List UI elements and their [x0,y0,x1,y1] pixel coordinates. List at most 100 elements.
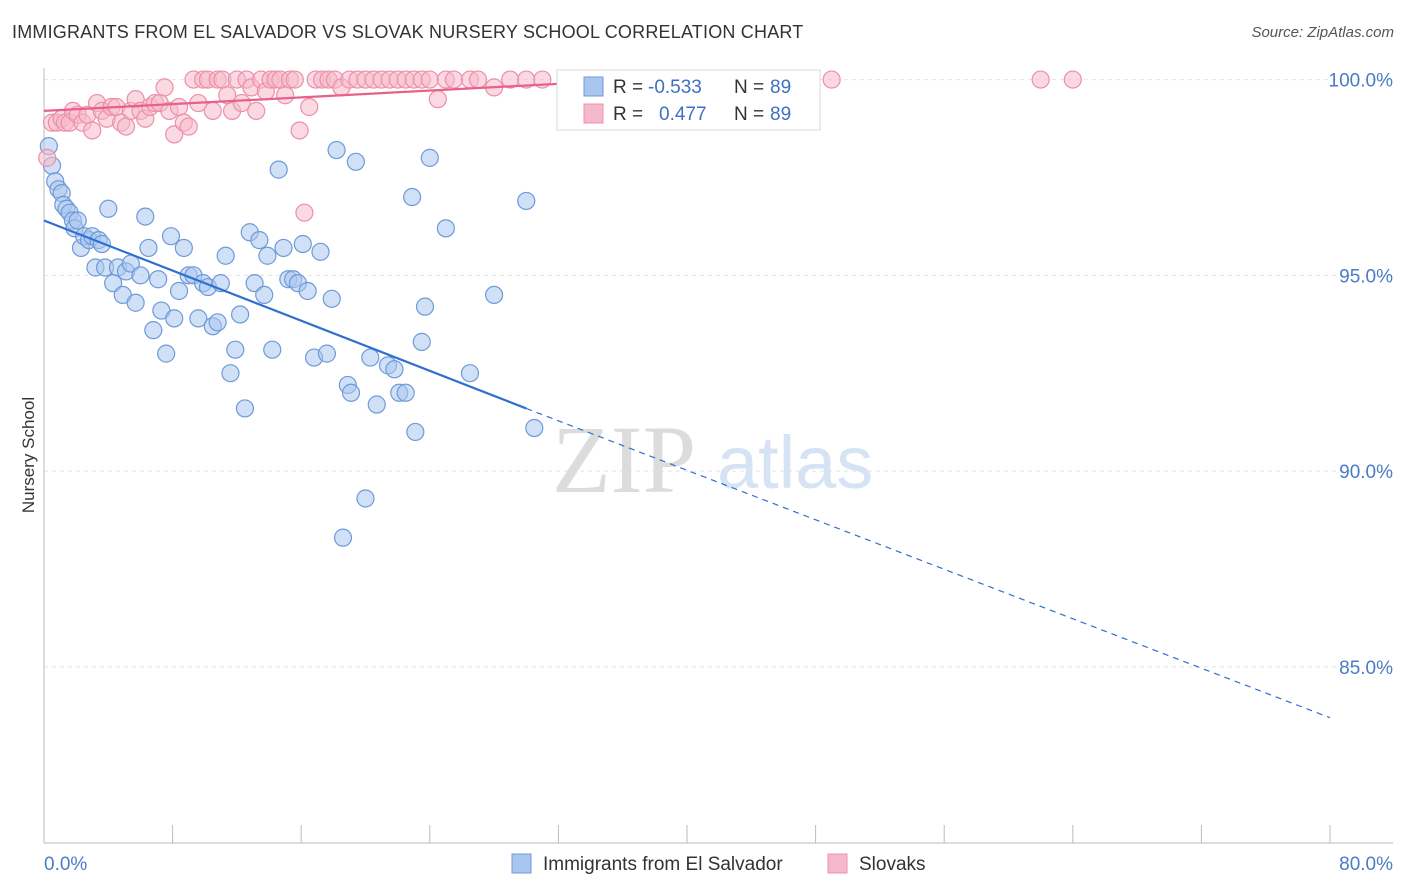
y-tick-label: 95.0% [1339,266,1393,287]
series-label-slovaks: Slovaks [859,854,926,875]
el-salvador-trend-extension [526,407,1331,719]
el-salvador-point [322,289,341,308]
el-salvador-point [216,246,235,265]
slovaks-point [420,70,439,89]
slovaks-point [232,93,251,113]
slovaks-point [276,86,295,105]
legend-r-value-2: 0.477 [659,104,707,125]
trend-layer [43,78,1331,719]
el-salvador-point [99,199,118,218]
watermark-zip: ZIP [552,406,696,513]
legend-swatch-pink [583,103,604,124]
el-salvador-point [356,489,375,508]
el-salvador-point [396,383,415,402]
el-salvador-point [269,160,288,179]
el-salvador-point [517,191,536,211]
el-salvador-point [403,187,422,207]
source-label: Source: ZipAtlas.com [1251,24,1394,41]
el-salvador-trend-line [43,219,527,410]
y-tick-label: 90.0% [1339,462,1393,483]
el-salvador-point [333,528,353,547]
y-tick-label: 100.0% [1329,71,1394,92]
el-salvador-point [258,246,277,265]
series-swatch-el-salvador [511,853,532,874]
slovaks-point [444,70,464,89]
el-salvador-point [136,207,155,226]
el-salvador-point [174,238,193,258]
el-salvador-point [149,270,168,289]
el-salvador-point [525,418,544,438]
el-salvador-point [189,309,208,328]
chart-title: IMMIGRANTS FROM EL SALVADOR VS SLOVAK NU… [12,22,804,42]
slovaks-point [1031,70,1050,89]
slovaks-trend-line [43,78,639,112]
slovaks-point [468,70,488,89]
watermark-atlas: atlas [717,421,873,504]
slovaks-point [165,125,184,144]
el-salvador-point [235,399,255,418]
legend-n-label-2: N = [734,104,764,125]
legend-r-label-2: R = [613,104,643,125]
slovaks-point [290,121,309,140]
x-tick-label: 0.0% [44,854,87,875]
el-salvador-point [161,227,181,246]
el-salvador-point [221,364,240,383]
el-salvador-point [341,383,361,402]
el-salvador-point [460,364,480,383]
el-salvador-point [293,234,312,254]
el-salvador-point [311,242,330,261]
el-salvador-point [245,274,264,293]
series-label-el-salvador: Immigrants from El Salvador [543,854,783,875]
el-salvador-point [361,348,380,367]
slovaks-point [155,78,174,97]
el-salvador-point [144,321,163,340]
grid-layer [44,79,1390,668]
slovaks-point [83,121,102,140]
el-salvador-point [169,281,189,301]
el-salvador-point [420,148,439,167]
series-swatch-slovaks [827,853,848,874]
el-salvador-point [485,285,504,304]
el-salvador-point [139,238,158,258]
el-salvador-point [226,340,245,359]
el-salvador-point [208,313,227,332]
correlation-legend: R = -0.533 N = 89 R = 0.477 N = 89 [556,69,821,131]
slovaks-point [203,101,222,120]
slovaks-point [116,117,136,136]
el-salvador-point [317,344,337,363]
legend-n-value-1: 89 [770,77,791,98]
el-salvador-point [327,140,346,160]
el-salvador-point [274,238,293,258]
el-salvador-point [250,230,269,250]
slovaks-point [169,97,189,117]
slovaks-point [1063,70,1082,89]
legend-swatch-blue [583,76,604,97]
el-salvador-point [263,340,282,359]
el-salvador-point [131,266,150,285]
slovaks-point [285,70,304,89]
el-salvador-point [68,211,87,230]
slovaks-point [822,70,841,89]
el-salvador-point [298,281,317,301]
el-salvador-point [157,344,176,363]
el-salvador-point [436,219,455,238]
axis-layer: 85.0% 90.0% 95.0% 100.0% 0.0% 80.0% [43,68,1394,875]
slovaks-point [38,148,57,167]
el-salvador-point [165,309,184,328]
el-salvador-point [255,285,274,304]
slovaks-point [247,101,266,120]
el-salvador-point [385,360,404,379]
points-layer [38,70,1082,547]
el-salvador-point [367,395,386,414]
el-salvador-point [415,297,435,316]
slovaks-point [300,97,319,117]
legend-n-value-2: 89 [770,104,791,125]
x-tick-label: 80.0% [1339,854,1393,875]
el-salvador-point [126,293,145,312]
legend-n-label-1: N = [734,77,764,98]
el-salvador-point [346,152,365,171]
slovaks-point [179,117,198,136]
watermark: ZIP atlas [552,406,873,513]
legend-r-label-1: R = [613,77,643,98]
